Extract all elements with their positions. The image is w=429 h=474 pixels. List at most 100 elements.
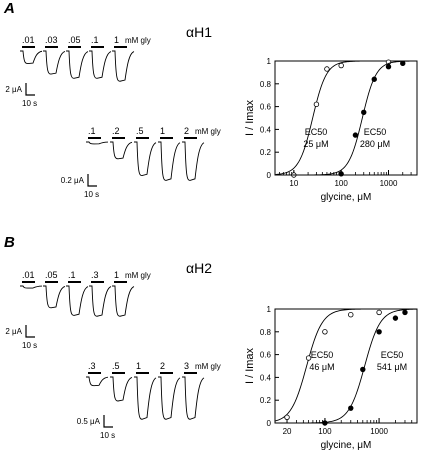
x-tick-label: 1000 (380, 179, 398, 188)
unit-label: mM gly (195, 362, 221, 371)
panel-b-dose-response-chart: 0 0.2 0.4 0.6 0.8 1 20 100 1000 glycine, μM I / Im… (244, 305, 418, 451)
current-trace (158, 141, 181, 181)
ec50-value: 46 μM (309, 362, 334, 372)
data-point-open (322, 329, 328, 335)
panel-b-letter: B (4, 234, 15, 251)
data-point-open (284, 414, 290, 420)
scale-bar (103, 415, 113, 428)
unit-label: mM gly (195, 127, 221, 136)
plot-frame (274, 308, 418, 424)
scale-bar-time-label: 10 s (100, 431, 115, 440)
data-point-filled (348, 405, 354, 411)
concentration-label: 1 (136, 361, 141, 371)
concentration-label: .5 (112, 361, 120, 371)
scale-bar-current-label: 0.2 μA (61, 176, 85, 185)
unit-label: mM gly (125, 271, 151, 280)
current-trace (43, 285, 66, 309)
y-axis-label: I / Imax (244, 347, 256, 384)
current-trace (89, 50, 112, 79)
unit-label: mM gly (125, 36, 151, 45)
data-point-filled (376, 329, 382, 335)
panel-a-dose-response-chart: 0 0.2 0.4 0.6 0.8 1 10 100 1000 glycine, μM I / Im… (244, 57, 418, 203)
ec50-label: EC50 (305, 127, 328, 137)
x-tick-label: 100 (334, 179, 348, 188)
data-point-filled (322, 420, 328, 426)
y-tick-label: 0.2 (260, 396, 272, 405)
panel-a-trace-row-2: .1 .2 .5 1 2 mM gly 0.2 μA 10 s (61, 126, 221, 199)
y-tick-label: 0.8 (260, 80, 272, 89)
data-point-filled (385, 63, 392, 70)
fit-curve (274, 308, 417, 422)
y-tick-label: 1 (267, 57, 272, 66)
concentration-label: .03 (45, 35, 58, 45)
fit-curve (275, 60, 418, 176)
data-point-open (313, 101, 320, 108)
fit-curve (274, 60, 417, 175)
current-trace (20, 50, 43, 65)
concentration-label: 1 (114, 35, 119, 45)
data-point-open (376, 309, 382, 316)
x-axis-label: glycine, μM (321, 192, 372, 203)
y-axis-label: I / Imax (244, 99, 256, 136)
scale-bar (87, 174, 97, 187)
scale-bar-time-label: 10 s (22, 341, 37, 350)
concentration-label: .05 (68, 35, 81, 45)
current-trace (158, 376, 181, 420)
current-trace (182, 376, 205, 420)
y-tick-label: 0.8 (260, 328, 272, 337)
current-trace (43, 50, 66, 75)
concentration-label: .1 (68, 270, 76, 280)
x-tick-label: 20 (283, 427, 292, 436)
concentration-label: 1 (160, 126, 165, 136)
y-tick-label: 0 (267, 171, 272, 180)
scale-bar-current-label: 2 μA (5, 327, 22, 336)
scale-bar (25, 325, 35, 338)
scale-bar-current-label: 2 μA (5, 85, 22, 94)
data-point-filled (361, 109, 367, 115)
current-trace (110, 141, 133, 160)
concentration-label: .05 (45, 270, 58, 280)
current-trace (66, 50, 89, 79)
current-trace (134, 376, 157, 420)
current-trace (89, 285, 112, 317)
concentration-label: .01 (22, 35, 35, 45)
data-point-open (338, 62, 344, 69)
y-tick-label: 0.6 (260, 103, 272, 112)
fit-curve (275, 308, 418, 424)
current-trace (134, 141, 157, 177)
x-tick-label: 100 (318, 427, 332, 436)
x-tick-label: 10 (289, 179, 298, 188)
current-trace (110, 376, 133, 402)
plot-frame (274, 60, 418, 176)
scale-bar-time-label: 10 s (84, 190, 99, 199)
concentration-label: 2 (184, 126, 189, 136)
ec50-value: 25 μM (303, 139, 328, 149)
y-tick-label: 0.2 (260, 148, 272, 157)
y-tick-label: 0.4 (260, 125, 272, 134)
y-tick-label: 1 (267, 305, 272, 314)
data-point-open (324, 66, 330, 72)
scale-bar-time-label: 10 s (22, 99, 37, 108)
x-tick-label: 1000 (370, 427, 388, 436)
concentration-label: .2 (112, 126, 120, 136)
current-trace (86, 141, 109, 145)
scale-bar-current-label: 0.5 μA (77, 417, 101, 426)
x-axis-label: glycine, μM (321, 440, 372, 451)
concentration-label: .1 (91, 35, 99, 45)
ec50-label: EC50 (311, 350, 334, 360)
panel-a-title: αH1 (186, 24, 212, 40)
panel-b-trace-row-2: .3 .5 1 2 3 mM gly 0.5 μA 10 s (77, 361, 221, 440)
concentration-label: .5 (136, 126, 144, 136)
concentration-label: 1 (114, 270, 119, 280)
y-tick-label: 0 (267, 419, 272, 428)
data-point-filled (400, 60, 406, 66)
concentration-label: 3 (184, 361, 189, 371)
y-tick-label: 0.6 (260, 351, 272, 360)
data-point-open (305, 355, 312, 361)
concentration-label: .3 (88, 361, 96, 371)
